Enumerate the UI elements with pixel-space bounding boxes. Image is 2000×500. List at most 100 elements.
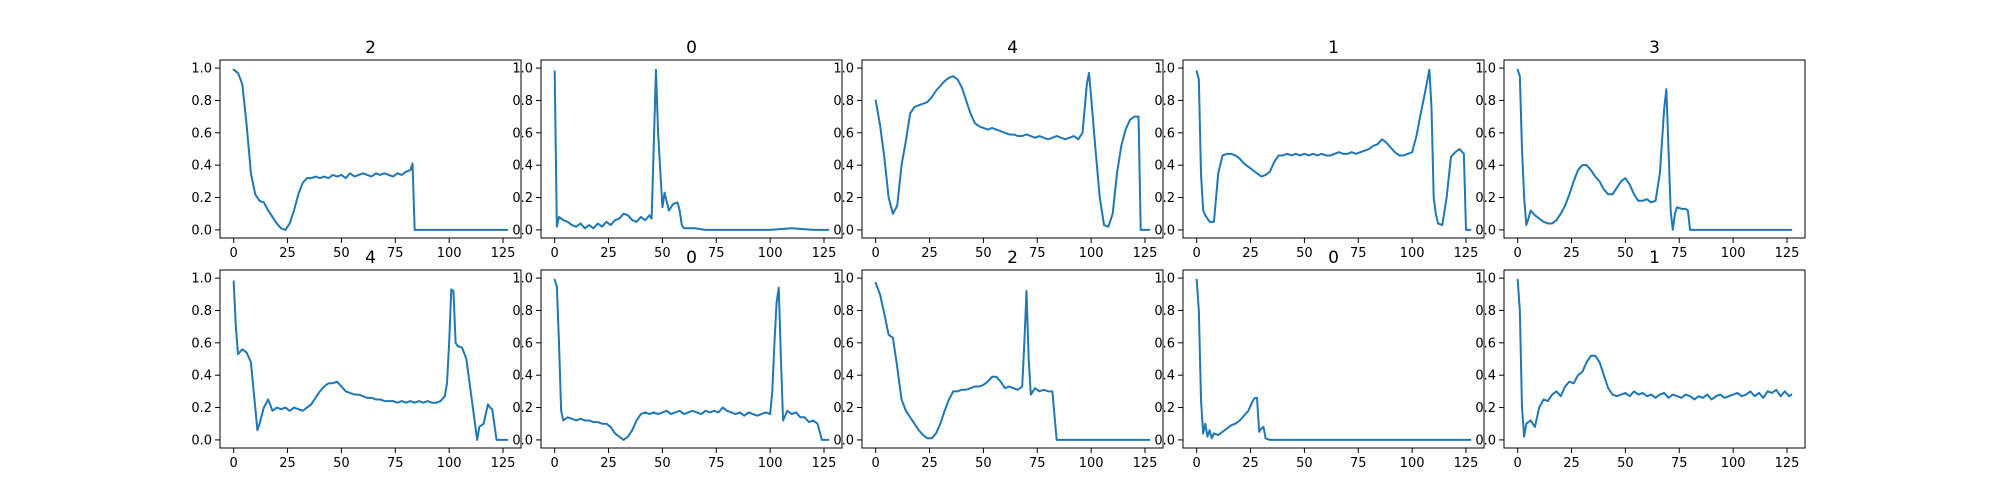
x-tick-label: 25 xyxy=(1242,456,1259,471)
plot-frame xyxy=(1182,269,1485,449)
x-tick-label: 50 xyxy=(1296,456,1313,471)
x-tick-label: 125 xyxy=(1775,246,1800,261)
x-tick-label: 125 xyxy=(812,246,837,261)
subplot-6: 4 0 25 50 75 100 125 0.0 0.2 0.4 0.6 0.8 1.0 xyxy=(191,248,522,471)
x-tick-label: 0 xyxy=(872,246,880,261)
x-tick-label: 50 xyxy=(333,246,350,261)
subplot-title: 1 xyxy=(1649,248,1660,268)
x-tick-label: 25 xyxy=(279,246,296,261)
y-tick-label: 1.0 xyxy=(191,62,212,77)
y-tick-label: 0.4 xyxy=(191,159,212,174)
y-tick-label: 1.0 xyxy=(833,62,854,77)
y-tick-label: 0.6 xyxy=(191,126,212,141)
plot-frame xyxy=(1503,269,1806,449)
y-tick-label: 1.0 xyxy=(1154,272,1175,287)
series-line xyxy=(1516,278,1793,438)
x-tick-label: 125 xyxy=(491,246,516,261)
y-tick-label: 0.0 xyxy=(512,223,533,238)
y-tick-label: 0.4 xyxy=(1154,159,1175,174)
y-tick-label: 0.4 xyxy=(1475,369,1496,384)
subplot-title: 0 xyxy=(686,248,697,268)
subplot-8: 2 0 25 50 75 100 125 0.0 0.2 0.4 0.6 0.8 1.0 xyxy=(833,248,1164,471)
y-tick-label: 0.0 xyxy=(1154,223,1175,238)
y-tick-label: 0.0 xyxy=(512,433,533,448)
y-tick-label: 0.8 xyxy=(833,304,854,319)
x-tick-label: 25 xyxy=(1563,456,1580,471)
y-tick-label: 0.4 xyxy=(512,159,533,174)
x-tick-label: 0 xyxy=(1193,456,1201,471)
y-tick-label: 0.0 xyxy=(1475,433,1496,448)
y-tick-label: 0.6 xyxy=(1475,126,1496,141)
subplot-9: 0 0 25 50 75 100 125 0.0 0.2 0.4 0.6 0.8 1.0 xyxy=(1154,248,1485,471)
y-tick-label: 0.2 xyxy=(833,191,854,206)
y-tick-label: 1.0 xyxy=(1475,62,1496,77)
y-tick-label: 0.6 xyxy=(191,336,212,351)
x-tick-label: 125 xyxy=(1775,456,1800,471)
plot-frame xyxy=(861,59,1164,239)
x-tick-label: 50 xyxy=(1617,246,1634,261)
subplot-2: 0 0 25 50 75 100 125 0.0 0.2 0.4 0.6 0.8 1.0 xyxy=(512,38,843,261)
x-tick-label: 25 xyxy=(1563,246,1580,261)
y-tick-label: 0.2 xyxy=(191,401,212,416)
subplot-title: 3 xyxy=(1649,38,1660,58)
y-tick-label: 0.8 xyxy=(191,304,212,319)
x-tick-label: 125 xyxy=(812,456,837,471)
x-tick-label: 25 xyxy=(600,456,617,471)
x-tick-label: 100 xyxy=(1721,456,1746,471)
subplot-10: 1 0 25 50 75 100 125 0.0 0.2 0.4 0.6 0.8 1.0 xyxy=(1475,248,1806,471)
y-tick-label: 1.0 xyxy=(512,272,533,287)
y-tick-label: 1.0 xyxy=(833,272,854,287)
subplot-5: 3 0 25 50 75 100 125 0.0 0.2 0.4 0.6 0.8 1.0 xyxy=(1475,38,1806,261)
y-tick-label: 0.8 xyxy=(833,94,854,109)
y-tick-label: 0.4 xyxy=(833,369,854,384)
y-tick-label: 0.6 xyxy=(833,336,854,351)
x-tick-label: 100 xyxy=(758,246,783,261)
y-tick-label: 0.2 xyxy=(191,191,212,206)
subplot-4: 1 0 25 50 75 100 125 0.0 0.2 0.4 0.6 0.8 1.0 xyxy=(1154,38,1485,261)
subplot-3: 4 0 25 50 75 100 125 0.0 0.2 0.4 0.6 0.8 1.0 xyxy=(833,38,1164,261)
y-tick-label: 0.0 xyxy=(191,433,212,448)
x-tick-label: 75 xyxy=(1350,456,1367,471)
y-tick-label: 0.8 xyxy=(512,94,533,109)
plot-frame xyxy=(540,59,843,239)
x-tick-label: 25 xyxy=(600,246,617,261)
x-tick-label: 125 xyxy=(1133,246,1158,261)
x-tick-label: 75 xyxy=(1350,246,1367,261)
x-tick-label: 50 xyxy=(975,246,992,261)
y-tick-label: 0.4 xyxy=(512,369,533,384)
x-tick-label: 25 xyxy=(1242,246,1259,261)
x-tick-label: 0 xyxy=(1514,246,1522,261)
y-tick-label: 0.2 xyxy=(1475,401,1496,416)
x-tick-label: 100 xyxy=(437,246,462,261)
series-line xyxy=(553,68,830,231)
x-tick-label: 75 xyxy=(1671,246,1688,261)
x-tick-label: 0 xyxy=(1193,246,1201,261)
x-tick-label: 25 xyxy=(279,456,296,471)
y-tick-label: 0.8 xyxy=(1154,94,1175,109)
subplot-1: 2 0 25 50 75 100 125 0.0 0.2 0.4 0.6 0.8 1.0 xyxy=(191,38,522,261)
subplot-title: 2 xyxy=(365,38,376,58)
plot-frame xyxy=(1503,59,1806,239)
y-tick-label: 0.2 xyxy=(1154,401,1175,416)
x-tick-label: 100 xyxy=(1400,456,1425,471)
y-tick-label: 0.6 xyxy=(1475,336,1496,351)
x-tick-label: 100 xyxy=(1079,246,1104,261)
x-tick-label: 25 xyxy=(921,456,938,471)
x-tick-label: 0 xyxy=(230,246,238,261)
y-tick-label: 0.0 xyxy=(1475,223,1496,238)
x-tick-label: 125 xyxy=(491,456,516,471)
y-tick-label: 0.4 xyxy=(833,159,854,174)
x-tick-label: 50 xyxy=(1617,456,1634,471)
series-line xyxy=(874,71,1151,231)
y-tick-label: 0.0 xyxy=(833,223,854,238)
series-line xyxy=(232,280,509,441)
x-tick-label: 0 xyxy=(230,456,238,471)
y-tick-label: 1.0 xyxy=(1475,272,1496,287)
x-tick-label: 125 xyxy=(1133,456,1158,471)
y-tick-label: 0.8 xyxy=(512,304,533,319)
x-tick-label: 0 xyxy=(1514,456,1522,471)
y-tick-label: 0.6 xyxy=(833,126,854,141)
x-tick-label: 100 xyxy=(1721,246,1746,261)
y-tick-label: 0.4 xyxy=(1475,159,1496,174)
y-tick-label: 0.6 xyxy=(1154,126,1175,141)
